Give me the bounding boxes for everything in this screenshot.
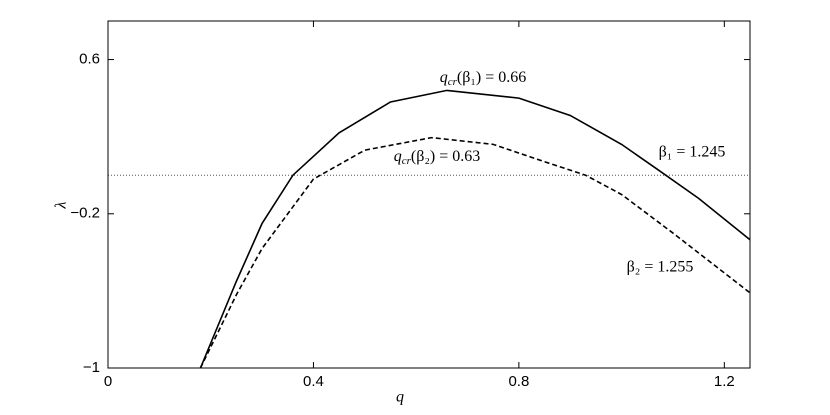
annotation-base: q — [440, 69, 448, 86]
x-tick-label: 1.2 — [714, 373, 735, 390]
y-tick-label: −0.2 — [70, 205, 100, 222]
annotation: qcr(β₂) = 0.63 — [394, 148, 481, 167]
plot-frame — [107, 20, 751, 369]
y-axis-label: λ — [53, 201, 70, 209]
y-tick-label: −1 — [83, 359, 100, 376]
x-tick-label: 0 — [104, 373, 112, 390]
annotation-sub: cr — [448, 76, 458, 88]
line-series — [199, 89, 751, 369]
x-axis-label: q — [396, 389, 404, 406]
series-label: β₂ = 1.255 — [627, 259, 694, 276]
annotation-sub: cr — [402, 155, 412, 167]
y-tick-label: 0.6 — [79, 51, 100, 68]
x-tick-label: 0.4 — [303, 373, 324, 390]
annotation-base: q — [394, 148, 402, 165]
x-tick-label: 0.8 — [508, 373, 529, 390]
annotation: qcr(β₁) = 0.66 — [440, 69, 527, 88]
annotation-rest: (β₂) = 0.63 — [411, 148, 480, 165]
line-series — [199, 136, 751, 369]
series-label: β₁ = 1.245 — [659, 144, 726, 161]
annotation-rest: (β₁) = 0.66 — [457, 69, 526, 86]
